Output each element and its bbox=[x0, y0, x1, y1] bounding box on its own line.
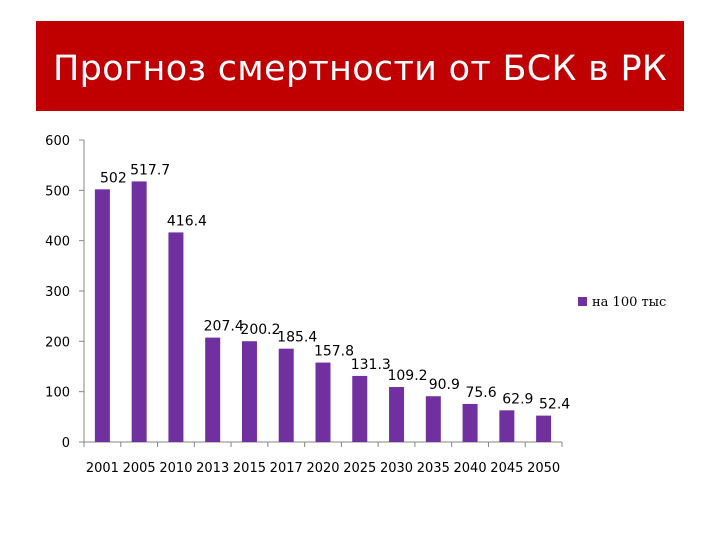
bar bbox=[315, 362, 331, 442]
legend-swatch bbox=[578, 297, 587, 306]
bar bbox=[536, 415, 552, 442]
chart-axes: 0 100 200 300 400 500 600 2001 2005 2010 2013 2015 2… bbox=[45, 134, 563, 476]
x-tick-label: 2013 bbox=[196, 461, 229, 476]
bar bbox=[499, 410, 515, 442]
legend-label: на 100 тыс bbox=[592, 295, 666, 310]
y-tick-label: 400 bbox=[45, 235, 70, 250]
bar bbox=[352, 375, 368, 442]
bar bbox=[205, 337, 221, 442]
bar bbox=[462, 403, 478, 442]
y-tick-label: 100 bbox=[45, 386, 70, 401]
chart-legend: на 100 тыс bbox=[578, 295, 666, 310]
data-label: 52.4 bbox=[539, 397, 570, 413]
data-label: 517.7 bbox=[130, 162, 170, 178]
x-tick-label: 2045 bbox=[490, 461, 523, 476]
y-tick-label: 300 bbox=[45, 285, 70, 300]
x-tick-label: 2050 bbox=[527, 461, 560, 476]
x-tick-label: 2010 bbox=[159, 461, 192, 476]
bar bbox=[278, 348, 294, 442]
x-tick-label: 2017 bbox=[270, 461, 303, 476]
y-tick-label: 0 bbox=[62, 436, 70, 451]
bar bbox=[389, 387, 405, 442]
slide-title-bar: Прогноз смертности от БСК в РК bbox=[36, 21, 684, 111]
data-label: 131.3 bbox=[351, 357, 391, 373]
chart-data-labels: 502 517.7 416.4 207.4200.2185.4157.8131.310… bbox=[100, 162, 570, 412]
x-tick-label: 2040 bbox=[454, 461, 487, 476]
data-label: 502 bbox=[100, 170, 127, 186]
x-tick-label: 2015 bbox=[233, 461, 266, 476]
x-tick-label: 2005 bbox=[123, 461, 156, 476]
data-label: 207.4 bbox=[204, 319, 244, 335]
data-label: 109.2 bbox=[387, 368, 427, 384]
bar bbox=[425, 396, 441, 442]
x-tick-label: 2035 bbox=[417, 461, 450, 476]
chart-bars bbox=[94, 181, 552, 443]
y-tick-label: 500 bbox=[45, 184, 70, 199]
x-tick-label: 2020 bbox=[306, 461, 339, 476]
x-tick-label: 2025 bbox=[343, 461, 376, 476]
data-label: 62.9 bbox=[502, 391, 533, 407]
slide-title: Прогноз смертности от БСК в РК bbox=[52, 49, 667, 89]
bar bbox=[131, 181, 147, 443]
data-label: 185.4 bbox=[277, 330, 317, 346]
bar bbox=[241, 341, 257, 442]
data-label: 416.4 bbox=[167, 213, 207, 229]
data-label: 200.2 bbox=[240, 322, 280, 338]
y-tick-label: 600 bbox=[45, 134, 70, 149]
bar bbox=[168, 232, 184, 442]
y-tick-label: 200 bbox=[45, 335, 70, 350]
bar bbox=[94, 189, 110, 442]
x-tick-label: 2001 bbox=[86, 461, 119, 476]
x-tick-label: 2030 bbox=[380, 461, 413, 476]
data-label: 157.8 bbox=[314, 344, 354, 360]
data-label: 90.9 bbox=[429, 377, 460, 393]
data-label: 75.6 bbox=[465, 385, 496, 401]
